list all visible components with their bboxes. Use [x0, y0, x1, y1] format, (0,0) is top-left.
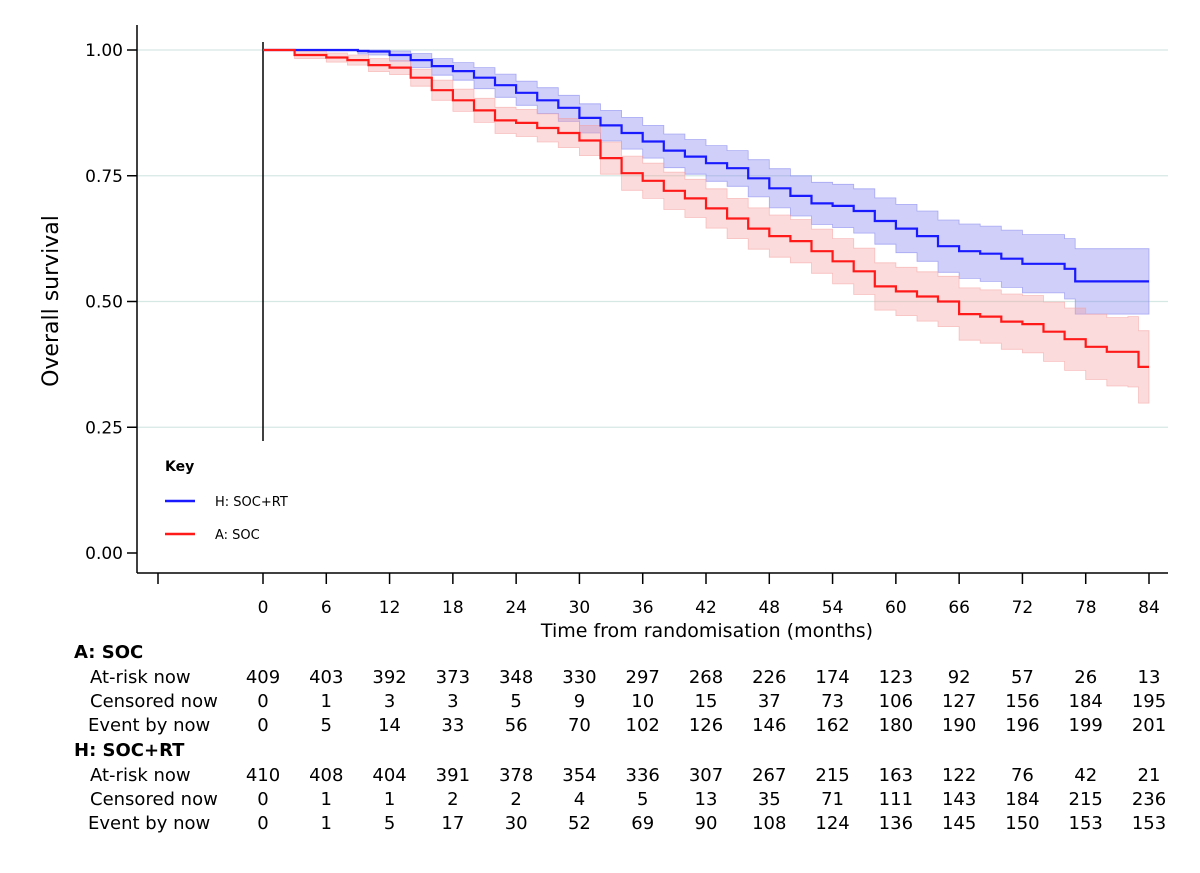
confidence-bands: [263, 49, 1150, 404]
x-tick-label: 48: [758, 598, 780, 618]
x-tick-label: 36: [632, 598, 654, 618]
legend-label-soc-rt: H: SOC+RT: [215, 495, 288, 510]
x-tick-label: 12: [379, 598, 401, 618]
x-tick-label: 54: [822, 598, 844, 618]
x-tick-label: 0: [258, 598, 269, 618]
x-tick-label: 72: [1012, 598, 1034, 618]
axes: 0.00 0.25 0.50 0.75 1.00 0 6 12 18 24 30 36 42 48 54 60…: [85, 25, 1168, 618]
x-tick-label: 60: [885, 598, 907, 618]
survival-curves: [263, 48, 1149, 368]
survival-line-soc-rt: [263, 48, 1149, 283]
x-tick-label: 18: [442, 598, 464, 618]
y-tick-label: 0.75: [85, 167, 123, 187]
x-tick-label: 42: [695, 598, 717, 618]
legend: Key H: SOC+RT A: SOC: [165, 459, 288, 543]
y-tick-label: 0.00: [85, 544, 123, 564]
x-tick-label: 66: [948, 598, 970, 618]
x-tick-label: 78: [1075, 598, 1097, 618]
legend-label-soc: A: SOC: [215, 528, 260, 543]
x-tick-label: 24: [505, 598, 527, 618]
y-tick-label: 0.25: [85, 418, 123, 438]
x-axis-title: Time from randomisation (months): [540, 620, 873, 642]
y-tick-label: 1.00: [85, 41, 123, 61]
x-tick-label: 30: [569, 598, 591, 618]
x-tick-label: 6: [321, 598, 332, 618]
y-axis-title: Overall survival: [39, 215, 64, 387]
survival-line-soc: [263, 48, 1149, 368]
y-tick-label: 0.50: [85, 293, 123, 313]
confidence-band-soc: [263, 49, 1150, 404]
x-tick-label: 84: [1138, 598, 1160, 618]
legend-title: Key: [165, 459, 194, 475]
